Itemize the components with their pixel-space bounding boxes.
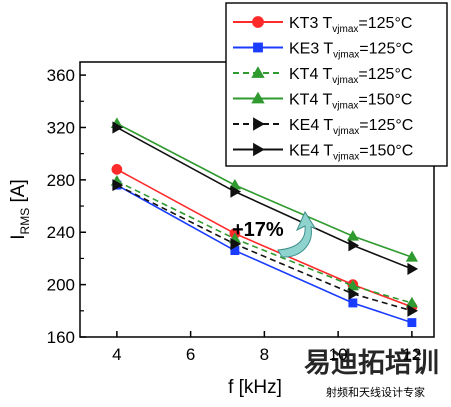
axes-group: 4 6 8 10 12 160 200 240 280 320 360 f [kHz] IRMS [A] [8,61,435,398]
data-point-5-1 [230,185,242,198]
data-point-3-3 [405,250,418,262]
data-point-5-2 [348,239,360,252]
y-tick-label: 240 [47,223,75,242]
data-point-0-0 [111,164,123,175]
annotation-text: +17% [232,219,284,241]
y-tick-label: 320 [47,118,75,137]
legend: KT3 Tvjmax=125°C KE3 Tvjmax=125°C KT4 Tvjm… [225,2,448,167]
x-tick-label: 12 [402,345,421,364]
curved-arrow-icon [277,210,317,258]
data-point-1-2 [348,298,358,308]
data-point-4-3 [407,304,419,317]
legend-marker-4 [253,117,265,131]
legend-label-3: KT4 Tvjmax=150°C [289,92,412,112]
y-tick-label: 280 [47,171,75,190]
data-point-4-0 [112,179,124,192]
series-line-1 [116,184,413,324]
data-point-2-3 [405,296,418,308]
y-tick-label: 200 [47,276,75,295]
legend-label-2: KT4 Tvjmax=125°C [289,66,412,86]
data-point-4-1 [230,237,242,251]
data-point-4-2 [348,287,360,300]
data-point-5-0 [112,121,124,134]
data-point-5-3 [407,262,419,275]
y-tick-label: 160 [47,328,75,347]
legend-marker-5 [253,142,265,157]
legend-marker-3 [251,91,265,104]
data-point-3-2 [346,229,359,241]
watermark-sub-text: 射频和天线设计专家 [326,385,425,399]
legend-label-0: KT3 Tvjmax=125°C [289,15,412,35]
data-point-2-2 [346,279,359,291]
series-line-5 [116,126,413,270]
x-tick-label: 4 [112,345,121,364]
data-point-1-3 [407,318,417,328]
x-axis-label: f [kHz] [228,377,282,398]
legend-box [225,2,448,167]
legend-label-4: KE4 Tvjmax=125°C [289,117,413,137]
x-tick-label: 6 [186,345,195,364]
series-line-2 [116,180,413,304]
legend-label-1: KE3 Tvjmax=125°C [289,41,413,61]
legend-marker-2 [251,66,265,78]
series-line-4 [116,184,413,312]
x-tick-label: 8 [260,345,269,364]
annotation-group: +17% [232,210,317,258]
series-line-3 [116,122,413,258]
legend-label-5: KE4 Tvjmax=150°C [289,143,413,163]
y-axis-label: IRMS [A] [8,179,32,239]
y-tick-label: 360 [47,66,75,85]
legend-marker-0 [252,16,264,28]
series-group [110,117,419,328]
watermark-logo-text: 易迪拓培训 [304,348,439,378]
series-line-0 [116,168,413,308]
x-tick-label: 10 [329,345,348,364]
legend-marker-1 [253,42,263,53]
